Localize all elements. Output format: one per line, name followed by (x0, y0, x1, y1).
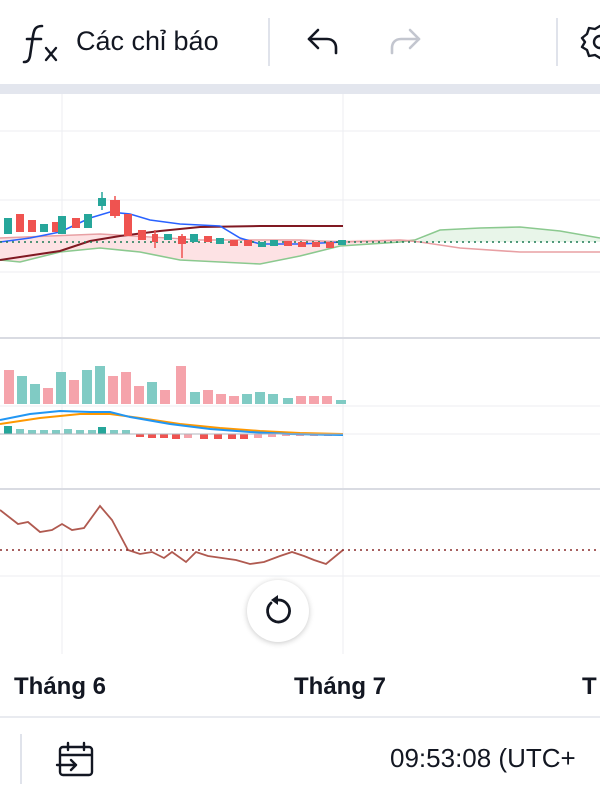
volume-bar (56, 372, 66, 404)
oscillator-line (0, 504, 344, 566)
toolbar-shadow-band (0, 84, 600, 94)
senkou-span-a (0, 226, 600, 265)
candle (312, 242, 320, 247)
candle (40, 224, 48, 232)
volume-bar (296, 396, 306, 404)
candle (326, 242, 334, 248)
x-axis-label: Tháng 6 (14, 673, 107, 700)
candle (338, 240, 346, 245)
signal-line (0, 413, 344, 435)
volume-bar (190, 392, 200, 404)
x-axis-label: Tháng 7 (294, 673, 387, 700)
candle (298, 242, 306, 247)
bottom-toolbar: 09:53:08 (UTC+ (0, 718, 600, 800)
function-icon[interactable] (22, 20, 64, 64)
volume-bar (160, 390, 170, 404)
reset-icon (266, 595, 291, 624)
senkou-span-b (0, 233, 600, 253)
candle (98, 198, 106, 206)
candle (84, 214, 92, 228)
candle (16, 214, 24, 232)
candle (124, 214, 132, 236)
volume-bar (30, 384, 40, 404)
chart-toolbar: Các chỉ báo (0, 0, 600, 84)
volume-bar (216, 394, 226, 404)
candle (110, 200, 120, 216)
reset-chart-button[interactable] (247, 580, 309, 642)
candle (204, 236, 212, 242)
volume-bar (95, 366, 105, 404)
volume-bar (203, 390, 213, 404)
candle (4, 218, 12, 234)
candle (230, 240, 238, 246)
indicators-button[interactable]: Các chỉ báo (76, 26, 219, 56)
volume-bar (268, 394, 278, 404)
candle (152, 234, 158, 242)
toolbar-divider (268, 18, 270, 66)
candle (164, 234, 172, 240)
price-chart[interactable] (0, 94, 600, 714)
volume-bar (82, 370, 92, 404)
candle (216, 238, 224, 244)
toolbar-divider (20, 734, 22, 784)
volume-bar (176, 366, 186, 404)
volume-bar (336, 400, 346, 404)
undo-icon[interactable] (302, 22, 342, 62)
gear-icon[interactable] (580, 20, 600, 64)
candle (52, 222, 60, 232)
candle (72, 218, 80, 228)
candle (190, 234, 198, 242)
candle (58, 216, 66, 234)
x-axis-label: T (582, 673, 597, 700)
candle (258, 242, 266, 247)
redo-icon[interactable] (386, 22, 426, 62)
volume-bar (134, 386, 144, 404)
volume-bar (147, 382, 157, 404)
volume-bar (255, 392, 265, 404)
bottom-separator (0, 716, 600, 718)
clock-timezone[interactable]: 09:53:08 (UTC+ (390, 743, 576, 773)
candlesticks (4, 192, 346, 258)
candle (28, 220, 36, 232)
volume-bar (121, 372, 131, 404)
volume-bar (322, 396, 332, 404)
volume-bars (4, 366, 346, 404)
volume-bar (309, 396, 319, 404)
volume-bar (242, 394, 252, 404)
candle (244, 240, 252, 246)
volume-bar (43, 388, 53, 404)
candle (270, 240, 278, 246)
date-range-icon[interactable] (54, 738, 98, 782)
candle (138, 230, 146, 240)
candle (178, 236, 186, 244)
volume-bar (229, 396, 239, 404)
toolbar-divider (556, 18, 558, 66)
candle (284, 241, 292, 246)
volume-bar (108, 376, 118, 404)
volume-bar (4, 370, 14, 404)
volume-bar (69, 380, 79, 404)
volume-bar (283, 398, 293, 404)
macd-line (0, 409, 344, 436)
volume-bar (17, 376, 27, 404)
